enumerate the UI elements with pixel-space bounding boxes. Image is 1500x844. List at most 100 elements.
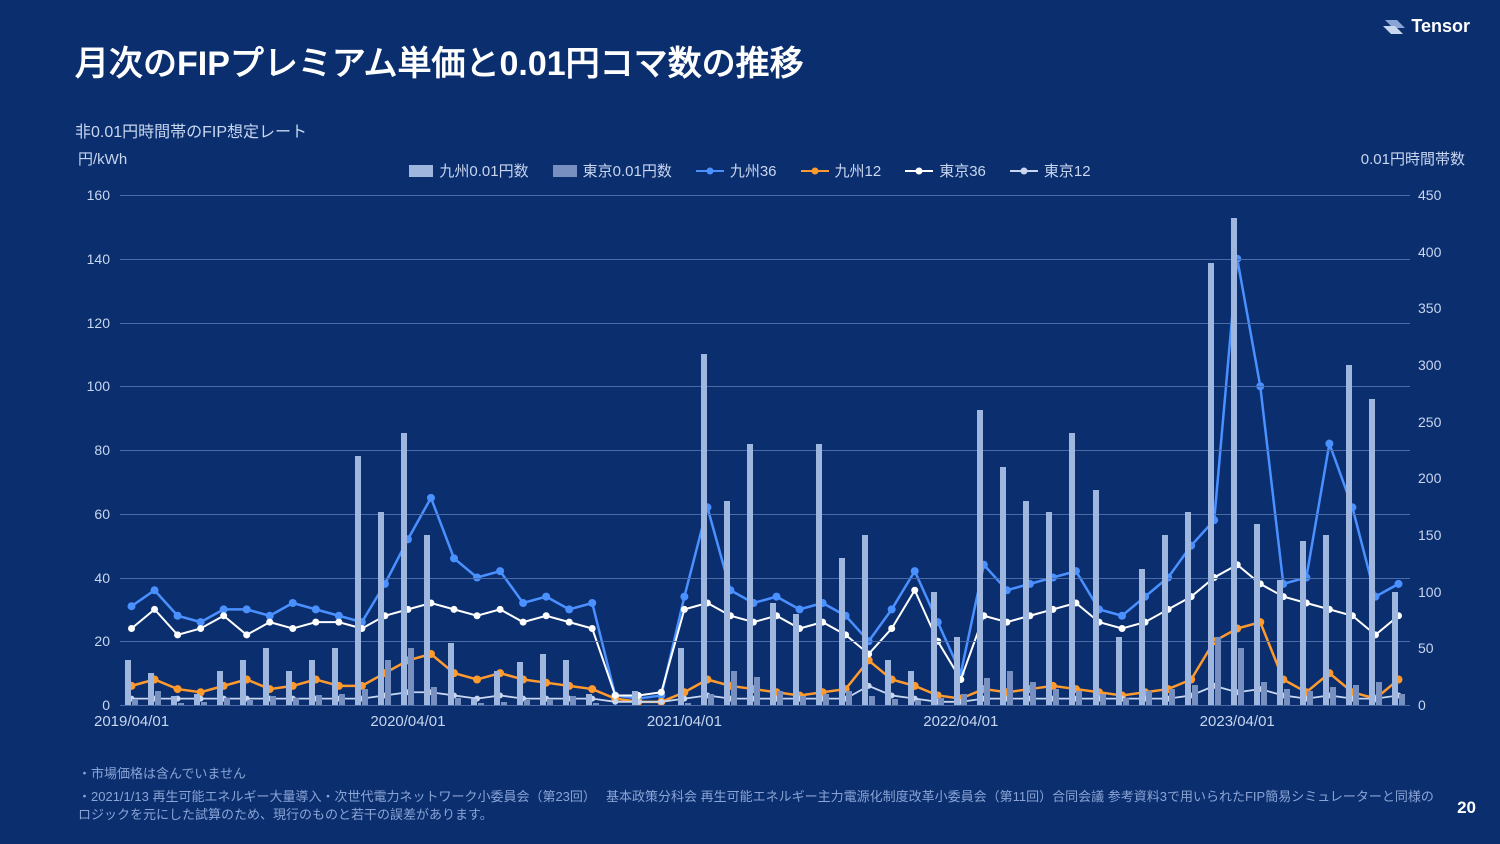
bar-kyushu001 bbox=[563, 660, 569, 705]
marker-tokyo36 bbox=[566, 619, 573, 626]
bar-kyushu001 bbox=[678, 648, 684, 705]
bar-tokyo001 bbox=[754, 677, 760, 705]
bar-kyushu001 bbox=[1254, 524, 1260, 705]
legend-item: 東京0.01円数 bbox=[553, 160, 672, 181]
chart-subtitle: 非0.01円時間帯のFIP想定レート bbox=[75, 118, 307, 142]
bar-tokyo001 bbox=[800, 696, 806, 705]
bar-tokyo001 bbox=[385, 660, 391, 705]
y2-tick-label: 400 bbox=[1418, 244, 1441, 260]
marker-tokyo36 bbox=[520, 619, 527, 626]
bar-tokyo001 bbox=[1192, 685, 1198, 705]
marker-kyushu36 bbox=[888, 605, 896, 613]
footnote-2: ・2021/1/13 再生可能エネルギー大量導入・次世代電力ネットワーク小委員会… bbox=[78, 788, 1440, 824]
legend-swatch-bar bbox=[553, 165, 577, 177]
bar-kyushu001 bbox=[471, 699, 477, 705]
bar-tokyo001 bbox=[984, 678, 990, 705]
bar-tokyo001 bbox=[316, 695, 322, 705]
bar-kyushu001 bbox=[125, 660, 131, 705]
bar-kyushu001 bbox=[1185, 512, 1191, 705]
bar-kyushu001 bbox=[1392, 592, 1398, 705]
bar-kyushu001 bbox=[701, 354, 707, 705]
bar-tokyo001 bbox=[570, 696, 576, 705]
marker-kyushu36 bbox=[335, 612, 343, 620]
bar-tokyo001 bbox=[155, 691, 161, 705]
bar-tokyo001 bbox=[1330, 687, 1336, 705]
marker-kyushu36 bbox=[1325, 440, 1333, 448]
y1-tick-label: 80 bbox=[94, 442, 110, 458]
bar-kyushu001 bbox=[517, 662, 523, 705]
slide-title: 月次のFIPプレミアム単価と0.01円コマ数の推移 bbox=[75, 36, 804, 85]
bar-kyushu001 bbox=[540, 654, 546, 705]
bar-tokyo001 bbox=[1399, 694, 1405, 705]
bar-kyushu001 bbox=[240, 660, 246, 705]
bar-kyushu001 bbox=[286, 671, 292, 705]
bar-tokyo001 bbox=[1100, 694, 1106, 705]
marker-tokyo36 bbox=[474, 612, 481, 619]
footnote-1: ・市場価格は含んでいません bbox=[78, 763, 246, 782]
marker-kyushu36 bbox=[450, 554, 458, 562]
bar-kyushu001 bbox=[448, 643, 454, 705]
legend-swatch-line bbox=[801, 170, 829, 172]
bar-tokyo001 bbox=[961, 694, 967, 705]
bar-kyushu001 bbox=[194, 694, 200, 705]
bar-kyushu001 bbox=[1323, 535, 1329, 705]
bar-kyushu001 bbox=[1277, 580, 1283, 705]
y2-tick-label: 300 bbox=[1418, 357, 1441, 373]
marker-kyushu36 bbox=[128, 602, 136, 610]
legend-swatch-line bbox=[696, 170, 724, 172]
marker-tokyo12 bbox=[658, 699, 664, 705]
marker-tokyo36 bbox=[197, 625, 204, 632]
bar-kyushu001 bbox=[1069, 433, 1075, 705]
legend-label: 東京12 bbox=[1044, 160, 1091, 181]
y2-tick-label: 250 bbox=[1418, 414, 1441, 430]
marker-tokyo36 bbox=[1119, 625, 1126, 632]
y1-tick-label: 0 bbox=[102, 697, 110, 713]
grid-line bbox=[120, 195, 1410, 196]
marker-kyushu36 bbox=[773, 593, 781, 601]
bar-kyushu001 bbox=[355, 456, 361, 705]
bar-kyushu001 bbox=[1023, 501, 1029, 705]
y1-tick-label: 160 bbox=[87, 187, 110, 203]
marker-tokyo36 bbox=[289, 625, 296, 632]
bar-tokyo001 bbox=[178, 703, 184, 705]
marker-tokyo36 bbox=[151, 606, 158, 613]
legend-swatch-bar bbox=[409, 165, 433, 177]
grid-line bbox=[120, 259, 1410, 260]
bar-tokyo001 bbox=[501, 702, 507, 705]
x-tick-label: 2019/04/01 bbox=[94, 713, 169, 730]
marker-tokyo36 bbox=[888, 625, 895, 632]
bar-tokyo001 bbox=[1053, 689, 1059, 705]
marker-kyushu36 bbox=[496, 567, 504, 575]
bar-tokyo001 bbox=[408, 648, 414, 705]
legend-swatch-line bbox=[905, 170, 933, 172]
marker-kyushu36 bbox=[565, 605, 573, 613]
marker-tokyo36 bbox=[612, 692, 619, 699]
bar-tokyo001 bbox=[1238, 648, 1244, 705]
x-tick-label: 2021/04/01 bbox=[647, 713, 722, 730]
grid-line bbox=[120, 514, 1410, 515]
bar-tokyo001 bbox=[869, 696, 875, 705]
bar-kyushu001 bbox=[1300, 541, 1306, 705]
marker-kyushu36 bbox=[151, 586, 159, 594]
bar-kyushu001 bbox=[885, 660, 891, 705]
bar-tokyo001 bbox=[1076, 691, 1082, 705]
bar-tokyo001 bbox=[1307, 691, 1313, 705]
y2-tick-label: 450 bbox=[1418, 187, 1441, 203]
marker-tokyo36 bbox=[911, 587, 918, 594]
marker-tokyo36 bbox=[266, 619, 273, 626]
logo-text: Tensor bbox=[1411, 16, 1470, 37]
bar-tokyo001 bbox=[1261, 682, 1267, 705]
marker-tokyo36 bbox=[681, 606, 688, 613]
bar-kyushu001 bbox=[862, 535, 868, 705]
marker-kyushu12 bbox=[174, 685, 182, 693]
bar-tokyo001 bbox=[846, 691, 852, 705]
bar-kyushu001 bbox=[1000, 467, 1006, 705]
bar-kyushu001 bbox=[908, 671, 914, 705]
legend-label: 東京36 bbox=[939, 160, 986, 181]
logo-icon bbox=[1383, 18, 1405, 36]
bar-kyushu001 bbox=[1093, 490, 1099, 705]
legend-item: 東京12 bbox=[1010, 160, 1091, 181]
y1-tick-label: 20 bbox=[94, 633, 110, 649]
marker-kyushu12 bbox=[588, 685, 596, 693]
bar-kyushu001 bbox=[1231, 218, 1237, 705]
